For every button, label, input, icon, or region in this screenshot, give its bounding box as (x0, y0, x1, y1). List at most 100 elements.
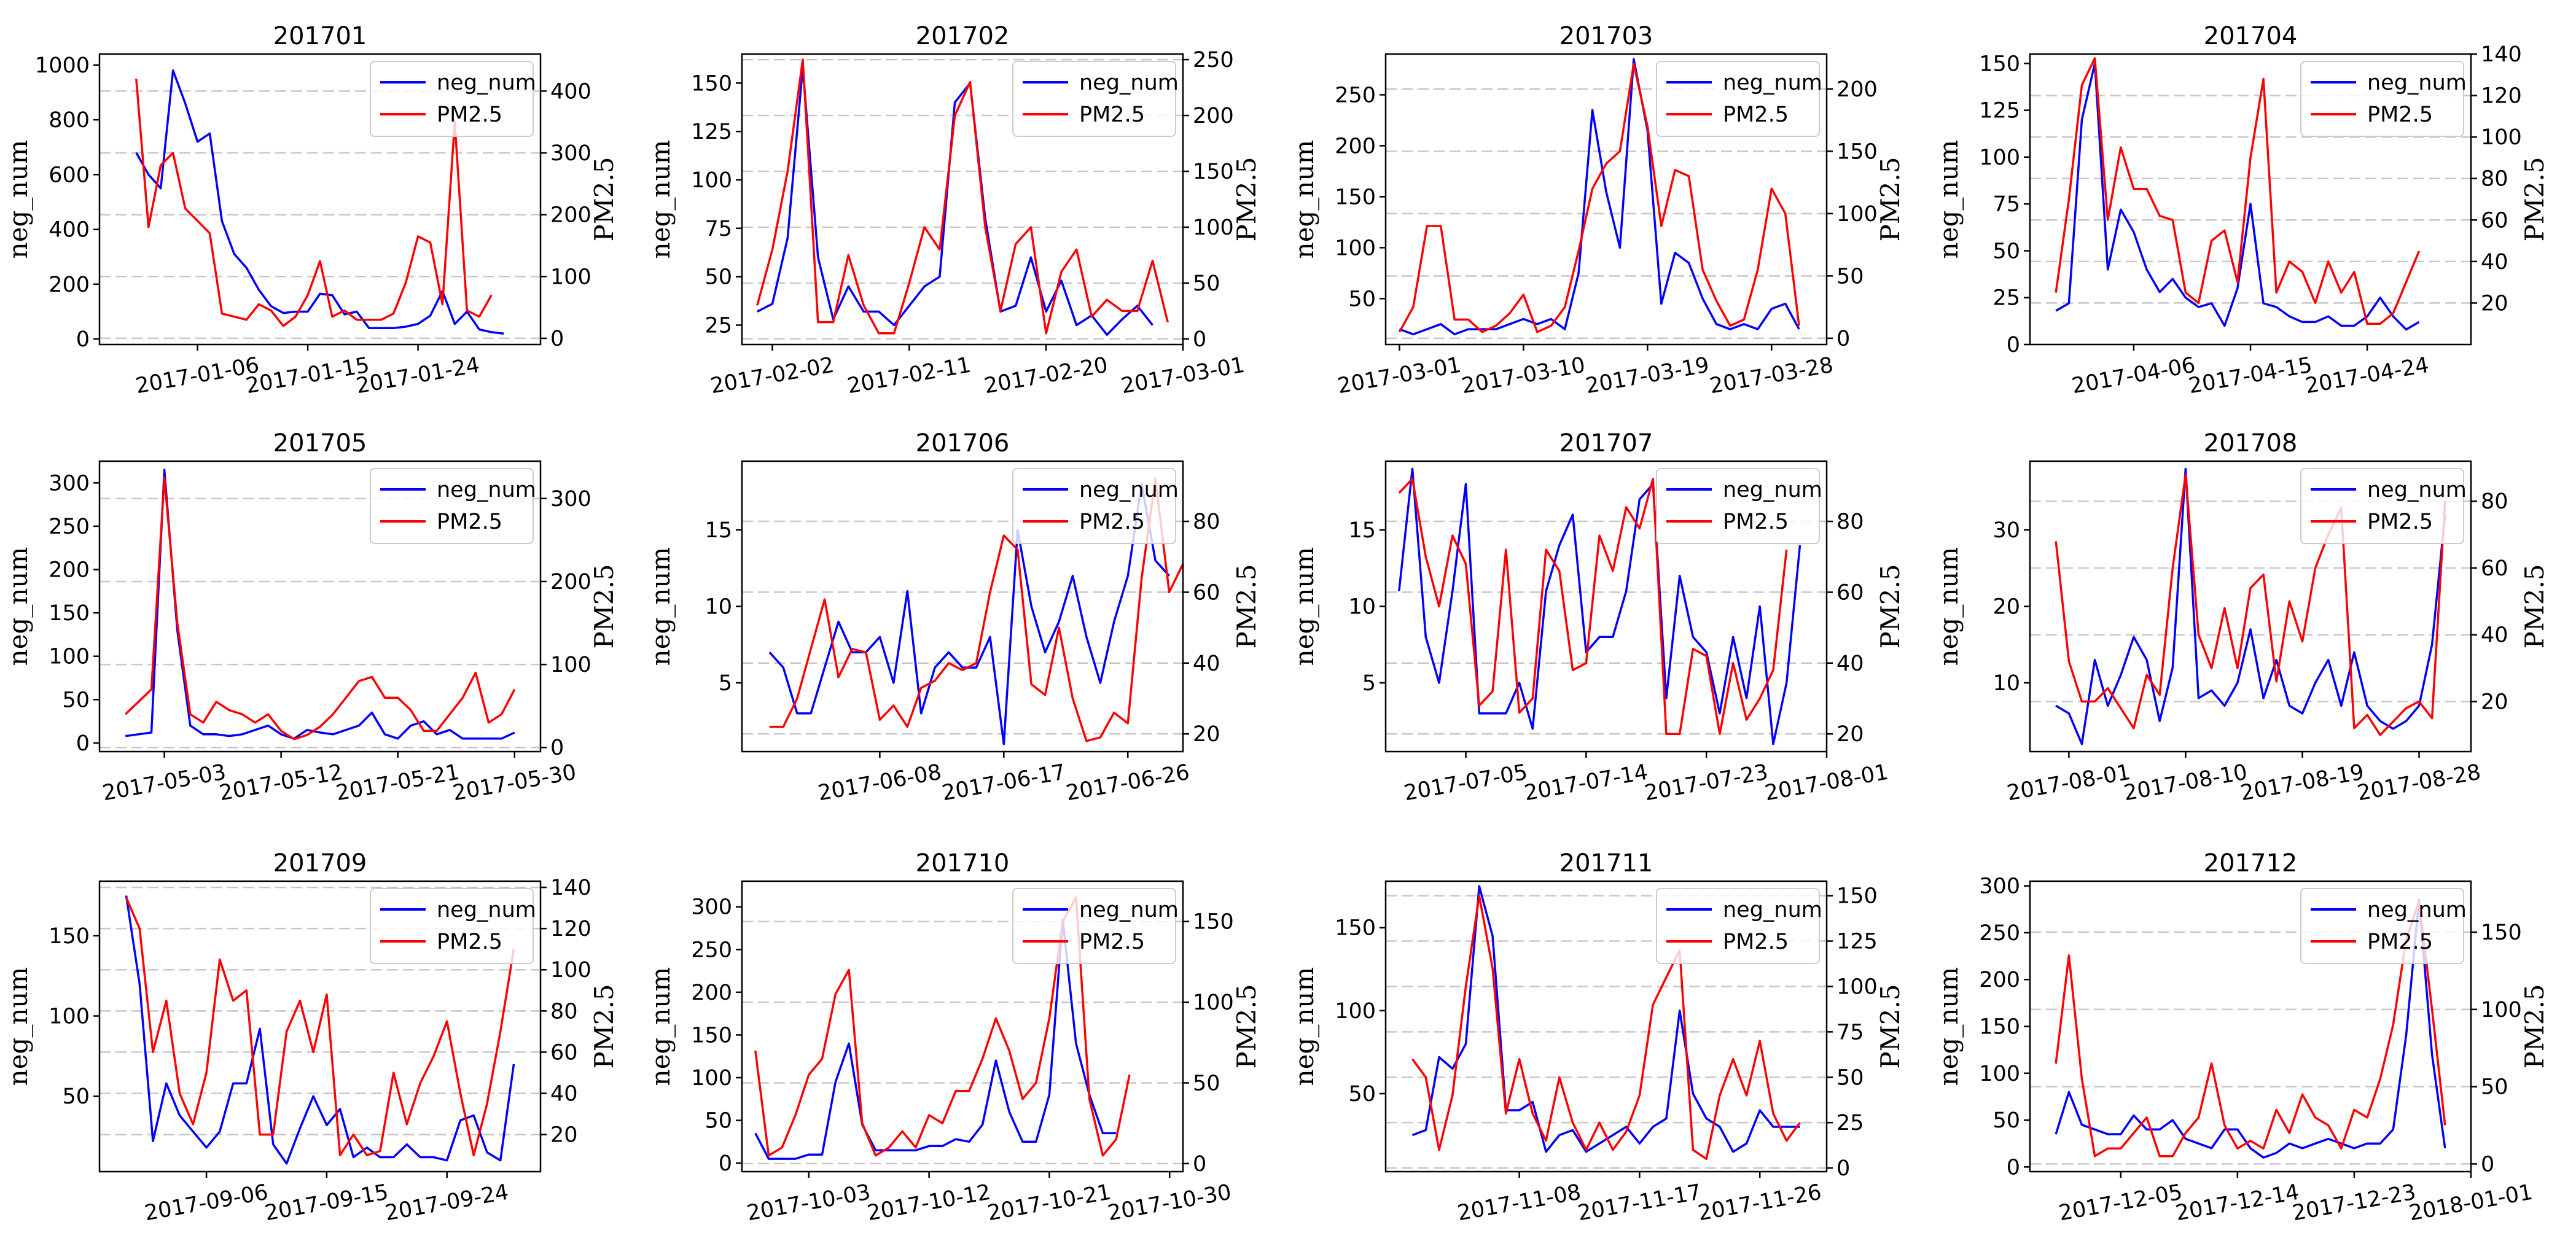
y-tick-label: 50 (1992, 1108, 2020, 1133)
series-line-pm25 (1398, 478, 1788, 735)
y-tick-label: 150 (691, 1023, 732, 1048)
series-line-neg-num (2055, 467, 2446, 745)
y-tick-label: 0 (2007, 333, 2020, 357)
y-tick-label: 800 (49, 108, 90, 133)
y-tick-label: 50 (704, 265, 732, 290)
chart-title: 201710 (916, 849, 1010, 878)
legend-box (1656, 468, 1820, 544)
legend-label: neg_num (437, 478, 536, 502)
y-tick-label: 50 (1348, 287, 1376, 311)
y-axis-label: neg_num (1934, 967, 1964, 1086)
y2-tick-label: 50 (1836, 1065, 1864, 1090)
series-line-neg-num (2055, 62, 2420, 331)
y-tick-label: 200 (691, 981, 732, 1005)
y-tick-label: 100 (691, 1066, 732, 1091)
y-axis-label: neg_num (646, 140, 676, 259)
y2-axis-label: PM2.5 (2519, 984, 2550, 1068)
legend-label: PM2.5 (437, 103, 502, 127)
y-axis-label: neg_num (1289, 547, 1319, 666)
chart-panel-201709: 50100150204060801001201402017-09-062017-… (3, 849, 619, 1226)
y2-tick-label: 40 (1193, 652, 1220, 676)
legend-label: neg_num (1079, 898, 1179, 922)
y2-axis-label: PM2.5 (1231, 157, 1262, 241)
y-axis-label: neg_num (3, 547, 33, 666)
chart-title: 201706 (916, 429, 1010, 457)
y-tick-label: 300 (691, 895, 732, 920)
y2-axis-label: PM2.5 (589, 984, 619, 1068)
legend-box (1656, 888, 1820, 964)
y2-tick-label: 40 (550, 1082, 578, 1107)
y-tick-label: 50 (704, 1109, 732, 1134)
y-tick-label: 150 (691, 71, 732, 96)
legend-label: neg_num (2367, 478, 2467, 502)
y-tick-label: 125 (1979, 99, 2020, 123)
legend-box (1012, 468, 1176, 544)
series-line-pm25 (2055, 900, 2446, 1158)
y2-tick-label: 400 (550, 79, 591, 104)
y2-tick-label: 50 (2481, 1075, 2508, 1100)
y2-tick-label: 100 (2481, 998, 2522, 1022)
y-tick-label: 300 (49, 471, 90, 496)
chart-title: 201703 (1559, 22, 1653, 50)
chart-panel-201705: 05010015020025030001002003002017-05-0320… (3, 429, 619, 806)
legend: neg_num PM2.5 (1012, 468, 1179, 544)
legend-box (1012, 888, 1176, 964)
legend: neg_num PM2.5 (370, 468, 536, 544)
legend-label: neg_num (1079, 478, 1179, 502)
legend-box (1012, 61, 1176, 137)
y2-axis-label: PM2.5 (589, 564, 619, 648)
y2-tick-label: 120 (550, 917, 591, 941)
plot-frame (1384, 53, 1828, 346)
chart-panel-201702: 2550751001251500501001502002502017-02-02… (646, 22, 1262, 399)
y2-tick-label: 150 (1193, 910, 1234, 935)
chart-panel-201703: 501001502002500501001502002017-03-012017… (1289, 22, 1905, 399)
y2-tick-label: 25 (1836, 1111, 1864, 1135)
legend: neg_num PM2.5 (1656, 61, 1822, 137)
y-tick-label: 10 (704, 595, 732, 620)
y-tick-label: 150 (1335, 916, 1376, 941)
series-line-neg-num (1399, 58, 1800, 336)
y2-tick-label: 0 (550, 327, 564, 351)
y-axis-label: neg_num (3, 140, 33, 259)
y-tick-label: 125 (691, 120, 732, 144)
y-tick-label: 0 (719, 1151, 732, 1176)
series-line-pm25 (124, 477, 516, 741)
y-tick-label: 0 (76, 731, 90, 756)
legend-box (370, 468, 534, 544)
legend-label: PM2.5 (1723, 930, 1789, 954)
y-tick-label: 75 (1992, 192, 2020, 217)
y2-tick-label: 140 (550, 876, 591, 900)
legend-label: neg_num (437, 898, 536, 922)
y-tick-label: 5 (1362, 671, 1376, 696)
y-tick-label: 1000 (35, 53, 90, 78)
y2-tick-label: 100 (1836, 975, 1878, 999)
y2-tick-label: 300 (550, 487, 591, 512)
chart-title: 201709 (273, 849, 367, 878)
y-tick-label: 25 (1992, 286, 2020, 311)
y2-tick-label: 100 (550, 653, 591, 677)
y-tick-label: 75 (704, 217, 732, 241)
y-tick-label: 200 (1979, 968, 2020, 992)
series-line-pm25 (2055, 57, 2421, 325)
legend: neg_num PM2.5 (2300, 468, 2467, 544)
y2-tick-label: 150 (1836, 139, 1878, 164)
y2-tick-label: 80 (550, 999, 578, 1024)
chart-panel-201704: 0255075100125150204060801001201402017-04… (1934, 22, 2550, 399)
plot-frame (741, 53, 1184, 346)
y-tick-label: 50 (1992, 239, 2020, 263)
y-tick-label: 20 (1992, 595, 2020, 620)
plot-frame (98, 53, 542, 346)
legend-label: PM2.5 (1079, 510, 1145, 534)
y2-axis-label: PM2.5 (1231, 564, 1262, 648)
y-tick-label: 30 (1992, 518, 2020, 543)
legend-label: PM2.5 (437, 930, 502, 954)
chart-title: 201701 (273, 22, 367, 50)
legend: neg_num PM2.5 (370, 61, 536, 137)
y2-tick-label: 60 (550, 1040, 578, 1065)
series-line-neg-num (125, 895, 515, 1165)
y-tick-label: 15 (1348, 518, 1376, 543)
y-tick-label: 200 (49, 273, 90, 297)
y2-tick-label: 40 (1836, 652, 1864, 676)
series-line-pm25 (769, 478, 1184, 742)
plot-frame (98, 460, 542, 753)
